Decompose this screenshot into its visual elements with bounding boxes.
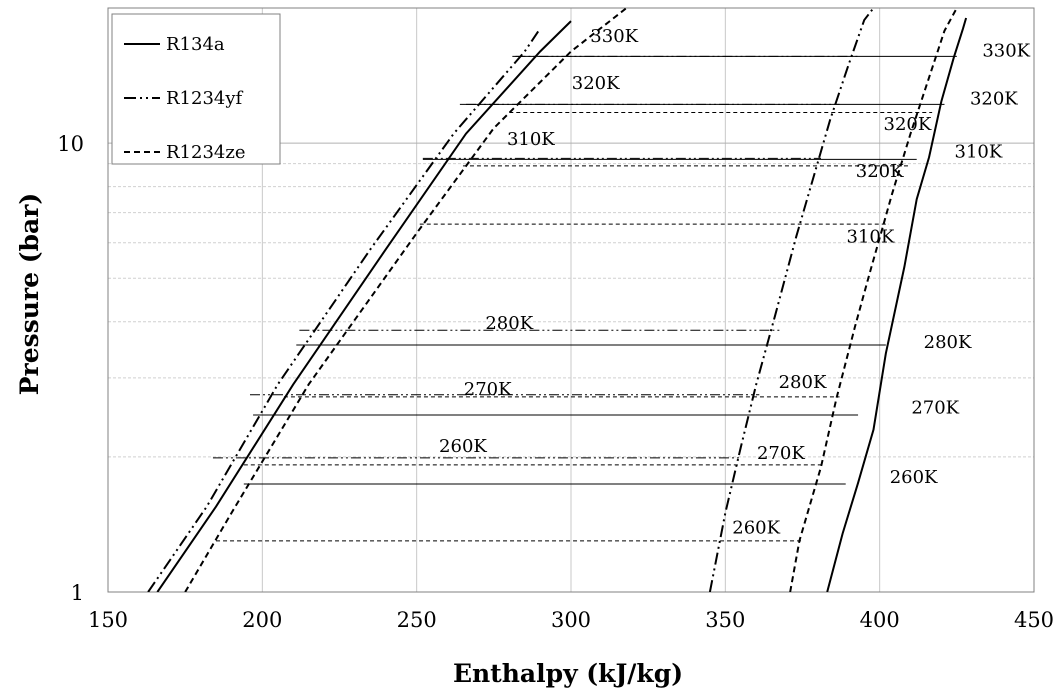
y-tick-label: 1 (71, 581, 84, 605)
isotherm-label: 280K (779, 372, 827, 393)
isotherm-label: 320K (856, 161, 904, 182)
isotherm-label: 310K (955, 141, 1003, 162)
series-R1234ze-liquid-line (184, 8, 628, 592)
x-tick-label: 250 (397, 608, 437, 632)
y-axis-title: Pressure (bar) (15, 193, 44, 396)
series-R134a-liquid-line (156, 20, 572, 592)
isotherm-label: 310K (507, 129, 555, 150)
legend-label-R1234ze: R1234ze (166, 142, 246, 163)
isotherm-label: 270K (757, 443, 805, 464)
isotherm-label: 310K (847, 227, 895, 248)
x-tick-label: 300 (551, 608, 591, 632)
isotherm-label: 260K (732, 517, 780, 538)
legend-label-R134a: R134a (166, 34, 225, 55)
plot-frame (107, 7, 1035, 593)
series-R1234ze-vapor-line (789, 8, 958, 592)
isotherm-label: 280K (924, 332, 972, 353)
x-tick-label: 350 (705, 608, 745, 632)
isotherm-label: 330K (590, 26, 638, 47)
legend-label-R1234yf: R1234yf (166, 88, 244, 109)
x-axis-title: Enthalpy (kJ/kg) (453, 659, 683, 688)
isotherm-label: 270K (911, 397, 959, 418)
x-tick-label: 450 (1014, 608, 1054, 632)
x-tick-label: 150 (88, 608, 128, 632)
y-tick-label: 10 (57, 132, 84, 156)
isotherm-label: 260K (890, 467, 938, 488)
isotherm-label: 280K (485, 313, 533, 334)
isotherm-label: 330K (982, 40, 1030, 61)
x-tick-label: 200 (242, 608, 282, 632)
isotherm-label: 260K (439, 436, 487, 457)
isotherm-label: 320K (572, 73, 620, 94)
isotherm-label: 270K (464, 379, 512, 400)
series-R1234yf-liquid-line (147, 27, 541, 592)
isotherm-label: 320K (970, 88, 1018, 109)
legend-box (111, 13, 281, 165)
x-tick-label: 400 (860, 608, 900, 632)
series-R1234yf-vapor-line (708, 8, 875, 592)
series-R134a-vapor-line (826, 17, 968, 592)
isotherm-label: 320K (884, 114, 932, 135)
